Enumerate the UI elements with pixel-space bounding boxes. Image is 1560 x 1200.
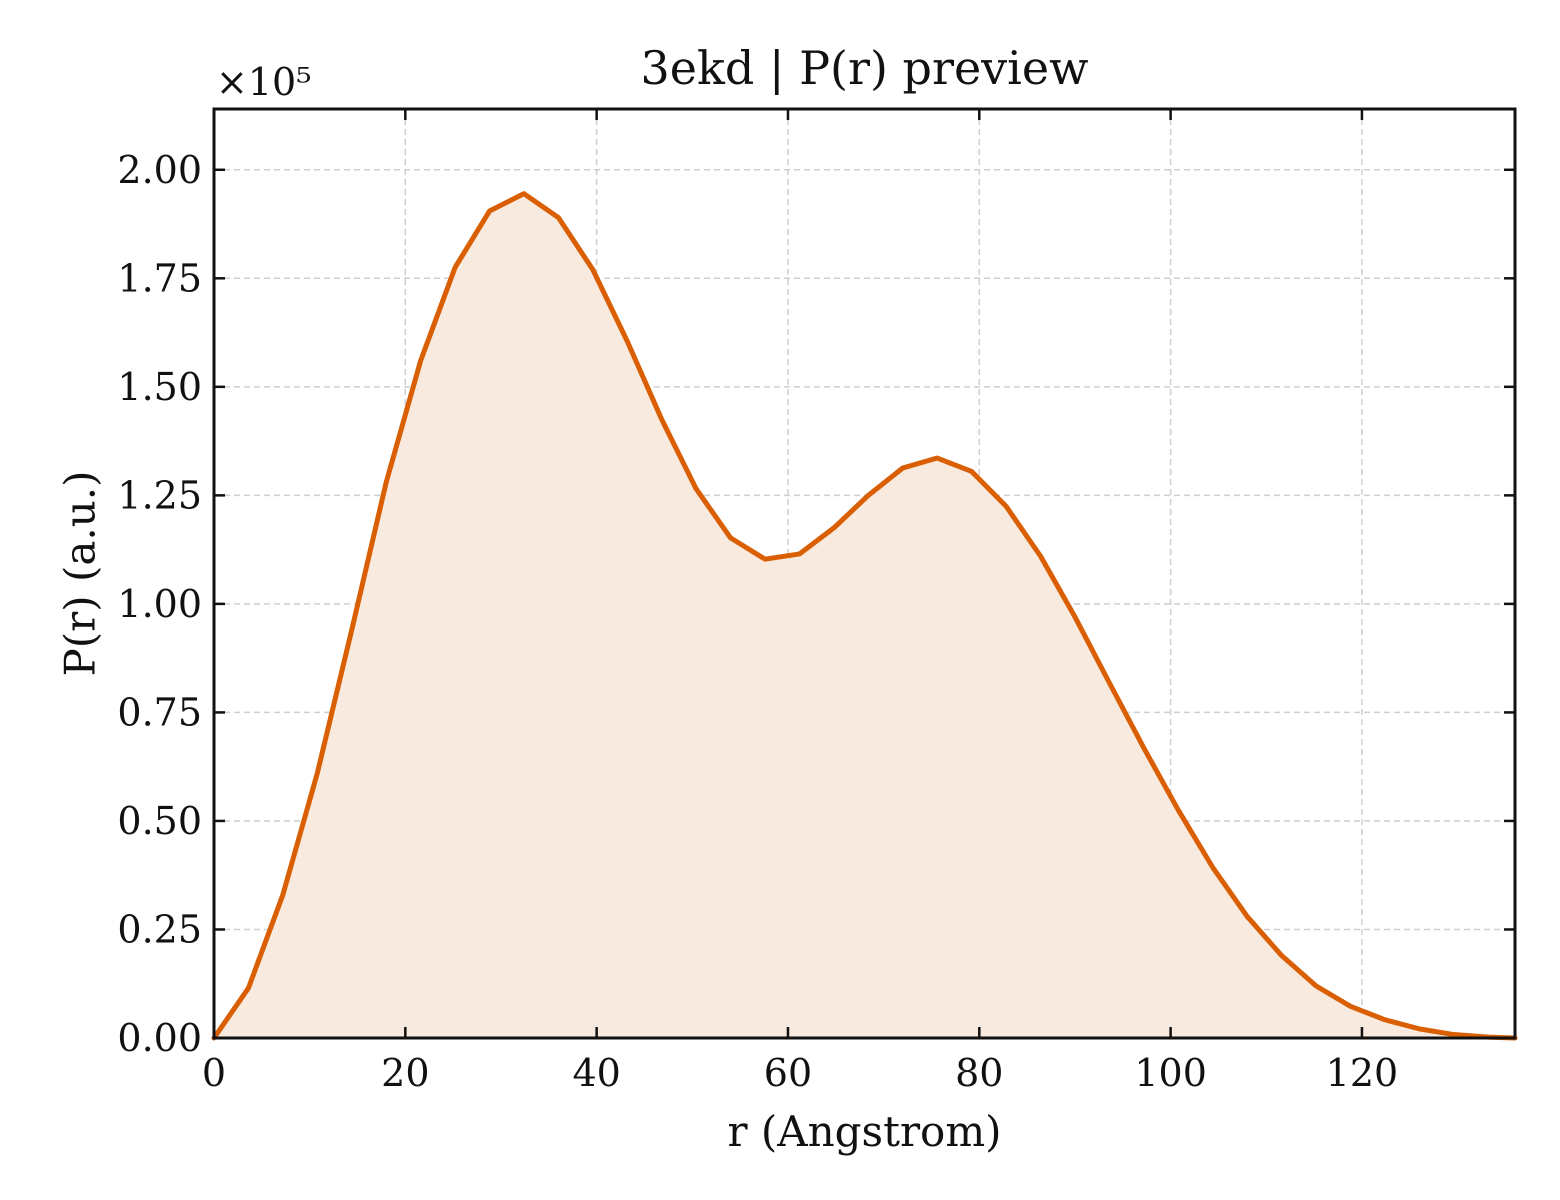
x-tick-label: 20 xyxy=(381,1051,429,1095)
y-tick-label: 1.25 xyxy=(117,473,202,517)
y-tick-label: 1.00 xyxy=(117,582,202,626)
x-tick-label: 40 xyxy=(572,1051,620,1095)
pr-series-line xyxy=(211,191,1518,1041)
y-offset-label: ×10⁵ xyxy=(216,60,311,104)
y-tick-label: 0.50 xyxy=(117,799,202,843)
y-tick-label: 0.25 xyxy=(117,907,202,951)
x-tick-label: 120 xyxy=(1326,1051,1399,1095)
x-tick-label: 80 xyxy=(955,1051,1003,1095)
x-tick-label: 0 xyxy=(202,1051,226,1095)
plot-frame xyxy=(212,107,1517,1040)
chart-title: 3ekd | P(r) preview xyxy=(641,41,1089,95)
pr-area-fill xyxy=(214,193,1515,1038)
x-axis-label: r (Angstrom) xyxy=(727,1107,1001,1156)
y-tick-label: 0.75 xyxy=(117,690,202,734)
y-tick-label: 2.00 xyxy=(117,148,202,192)
y-tick-label: 1.75 xyxy=(117,256,202,300)
x-tick-label: 60 xyxy=(764,1051,812,1095)
y-tick-label: 0.00 xyxy=(117,1016,202,1060)
y-tick-label: 1.50 xyxy=(117,365,202,409)
y-axis-label: P(r) (a.u.) xyxy=(56,470,105,676)
axis-ticks: 0 20 40 60 80 100 120 0.00 0.25 0.50 0.75 1.00 1.25 1… xyxy=(117,109,1515,1095)
x-tick-label: 100 xyxy=(1134,1051,1207,1095)
